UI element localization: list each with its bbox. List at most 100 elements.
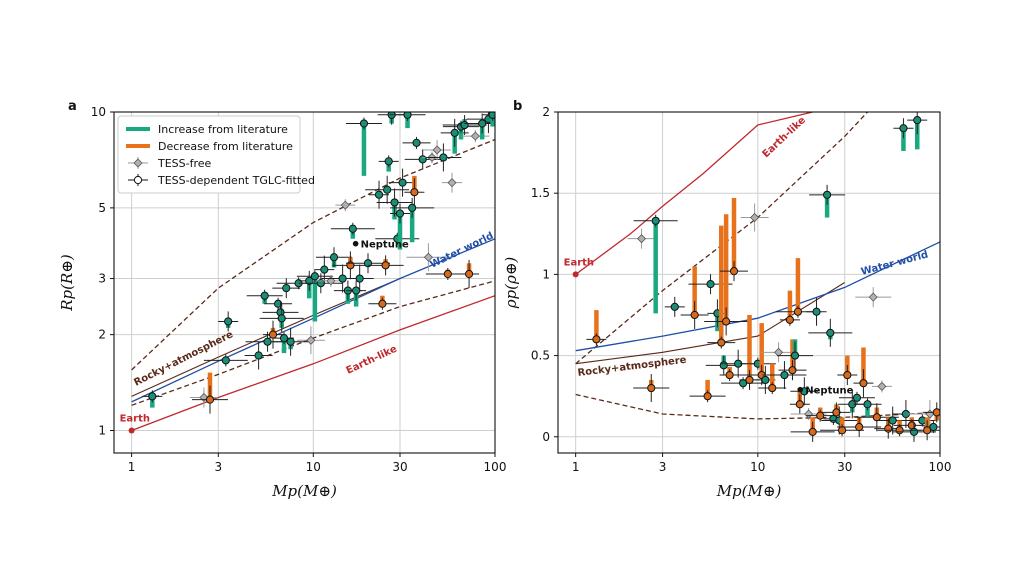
plot-area <box>131 112 495 432</box>
data-point <box>777 339 814 370</box>
tess-dependent-marker <box>812 307 821 316</box>
tess-dependent-marker <box>899 124 908 133</box>
data-point <box>838 391 875 404</box>
tess-dependent-marker <box>383 185 392 194</box>
tess-dependent-marker <box>725 370 734 380</box>
data-point <box>721 377 766 390</box>
data-point <box>627 228 656 249</box>
tess-dependent-marker <box>450 128 459 137</box>
data-point <box>464 113 495 140</box>
y-tick-label: 0.5 <box>531 349 550 363</box>
tess-dependent-marker <box>932 408 940 417</box>
data-point <box>423 139 452 160</box>
x-tick-label: 3 <box>214 460 222 474</box>
tess-dependent-marker <box>277 314 286 323</box>
tess-dependent-marker <box>822 190 832 199</box>
tess-dependent-marker <box>793 307 803 316</box>
data-point <box>808 318 853 347</box>
tess-dependent-marker <box>780 370 789 380</box>
tess-free-marker <box>340 200 350 210</box>
data-point <box>893 417 930 432</box>
tess-dependent-marker <box>703 392 712 401</box>
tess-free-marker <box>636 234 647 244</box>
legend-tess-free-marker <box>128 157 148 169</box>
data-point <box>893 118 914 151</box>
data-point <box>440 118 469 154</box>
tess-dependent-marker <box>872 413 881 422</box>
tess-dependent-marker <box>909 427 919 436</box>
x-tick-label: 1 <box>572 460 580 474</box>
tess-free-marker <box>868 292 878 302</box>
tess-dependent-marker <box>592 335 601 344</box>
neptune-label: Neptune <box>361 240 409 251</box>
data-point <box>296 270 333 322</box>
plot-area <box>575 112 940 442</box>
earth-like-curve <box>575 112 813 275</box>
data-point <box>720 349 757 378</box>
data-point <box>368 295 397 310</box>
tess-dependent-marker <box>338 274 347 283</box>
data-point <box>262 320 283 349</box>
tess-dependent-marker <box>221 356 230 365</box>
earth-label: Earth <box>120 414 150 425</box>
y-tick-label: 3 <box>98 272 106 286</box>
tess-dependent-marker <box>148 392 157 401</box>
data-point <box>404 175 425 207</box>
neptune-label: Neptune <box>805 386 853 397</box>
tess-dependent-marker <box>670 302 679 311</box>
tess-dependent-marker <box>768 383 777 393</box>
water-world-curve <box>575 241 940 352</box>
x-tick-label: 100 <box>929 460 952 474</box>
data-point <box>246 289 283 304</box>
data-point <box>367 255 404 276</box>
tess-dependent-marker <box>439 153 448 162</box>
data-point <box>365 175 410 204</box>
data-point <box>854 403 899 432</box>
data-point <box>482 112 495 127</box>
y-tick-label: 1.5 <box>531 186 550 200</box>
tess-dependent-marker <box>359 119 369 128</box>
legend-tess-dependent-marker <box>128 174 148 186</box>
tess-dependent-marker <box>410 188 419 197</box>
tess-dependent-marker <box>268 330 278 339</box>
tess-dependent-marker <box>403 112 412 119</box>
rocky-atmosphere-label: Rocky+atmosphere <box>132 329 235 389</box>
data-point <box>907 112 928 150</box>
tess-dependent-marker <box>282 283 291 293</box>
tess-dependent-marker <box>837 426 847 435</box>
panel-b-plot: Earth Neptune Water world Rocky+atmosphere E… <box>502 105 952 500</box>
tess-dependent-marker <box>852 393 862 402</box>
lower-envelope-curve <box>131 280 495 406</box>
x-tick-label: 3 <box>659 460 667 474</box>
data-point <box>298 273 343 294</box>
data-point <box>142 390 163 408</box>
tess-dependent-marker <box>390 198 399 207</box>
data-point <box>296 326 325 355</box>
tess-dependent-marker <box>412 138 421 147</box>
data-point <box>461 130 490 143</box>
data-point <box>244 341 273 370</box>
legend-decrease-label: Decrease from literature <box>158 140 293 153</box>
data-point <box>871 380 892 393</box>
y-tick-label: 0 <box>542 430 550 444</box>
tess-dependent-marker <box>418 155 427 164</box>
tess-dependent-marker <box>460 120 469 130</box>
tess-dependent-marker <box>384 157 393 166</box>
data-point <box>758 363 787 395</box>
data-point <box>404 149 441 170</box>
y-tick-label: 2 <box>542 105 550 119</box>
data-point <box>719 366 740 382</box>
y-tick-label: 10 <box>91 105 106 119</box>
earth-label: Earth <box>564 257 594 268</box>
tess-dependent-marker <box>788 366 797 375</box>
tess-dependent-marker <box>913 116 922 125</box>
tess-free-marker <box>774 347 784 357</box>
tess-free-marker <box>306 335 316 345</box>
tess-dependent-marker <box>443 269 452 279</box>
tess-dependent-marker <box>717 338 726 347</box>
data-point <box>425 143 462 172</box>
tess-dependent-marker <box>884 424 893 433</box>
data-point <box>376 188 413 220</box>
rocky-atmosphere-curve <box>575 282 845 365</box>
